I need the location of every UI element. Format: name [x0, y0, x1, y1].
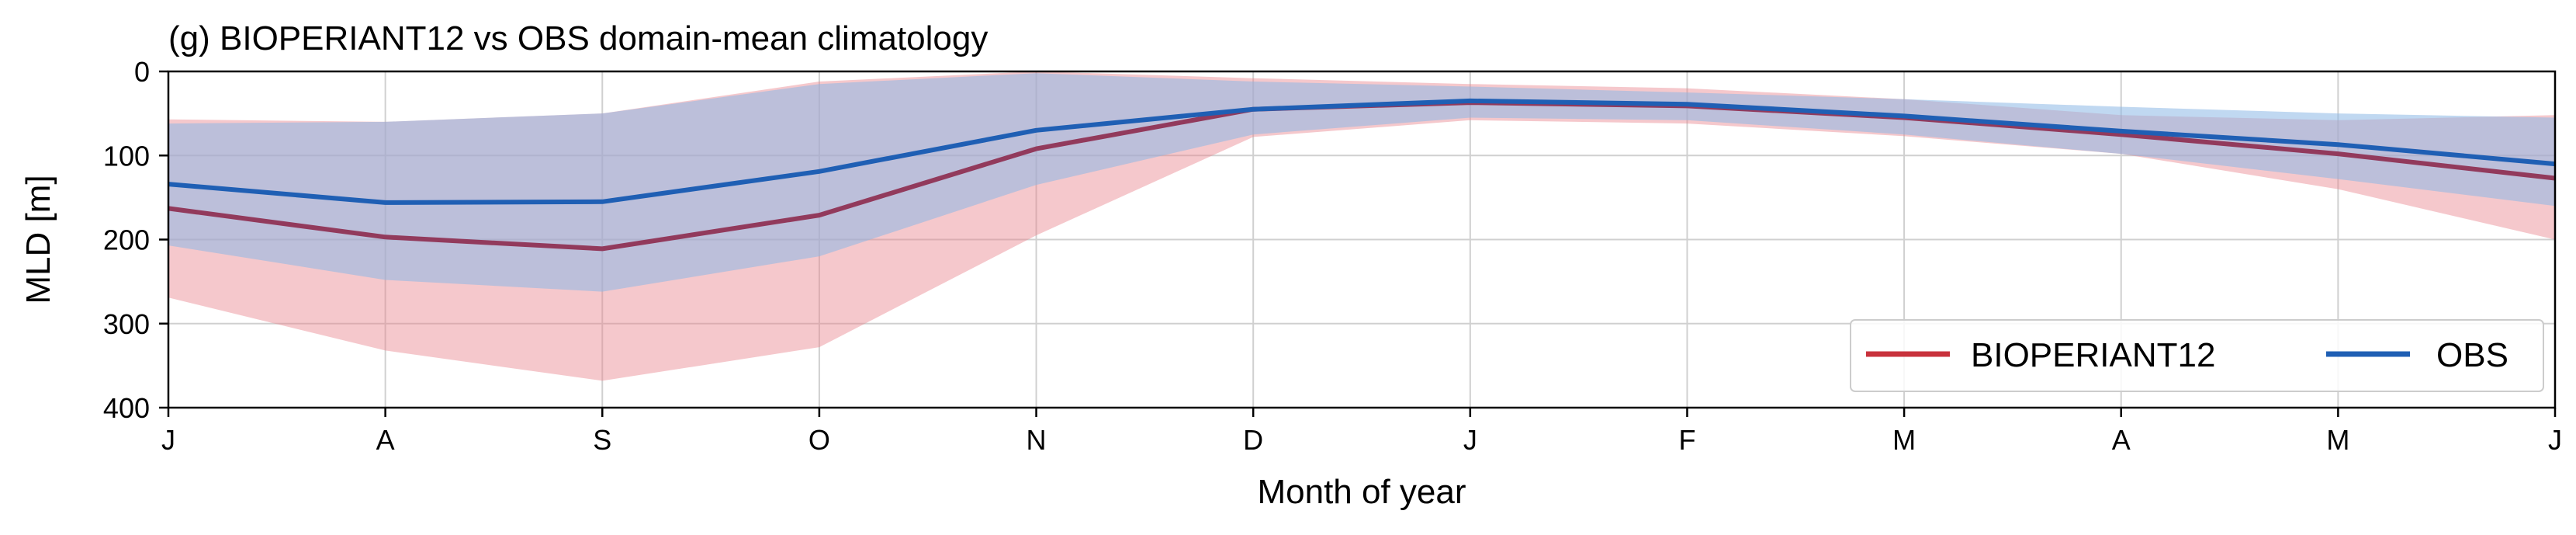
x-tick-label: A: [2112, 424, 2131, 456]
x-tick-label: D: [1243, 424, 1263, 456]
chart-title: (g) BIOPERIANT12 vs OBS domain-mean clim…: [168, 19, 988, 57]
x-tick-label: N: [1027, 424, 1047, 456]
band-obs: [168, 73, 2555, 292]
y-tick-label: 100: [103, 140, 150, 172]
x-tick-label: O: [808, 424, 830, 456]
x-tick-label: M: [1892, 424, 1916, 456]
y-tick-label: 300: [103, 308, 150, 340]
y-axis-ticks: 0 100 200 300 400: [103, 56, 168, 424]
x-tick-label: A: [376, 424, 395, 456]
series-lines: [168, 98, 2556, 252]
y-tick-label: 0: [134, 56, 150, 88]
legend: BIOPERIANT12 OBS: [1850, 319, 2544, 392]
x-tick-label: J: [1463, 424, 1477, 456]
legend-label-bioperiant12: BIOPERIANT12: [1971, 336, 2215, 374]
x-tick-label: M: [2326, 424, 2349, 456]
y-axis-label: MLD [m]: [19, 175, 57, 304]
series-line-obs: [168, 98, 2556, 205]
x-axis-label: Month of year: [1257, 473, 1466, 511]
y-tick-label: 400: [103, 392, 150, 424]
x-tick-label: F: [1678, 424, 1695, 456]
x-tick-label: J: [161, 424, 175, 456]
uncertainty-bands: [168, 71, 2555, 381]
legend-label-obs: OBS: [2436, 336, 2508, 374]
x-tick-label: J: [2548, 424, 2562, 456]
y-tick-label: 200: [103, 224, 150, 256]
x-tick-label: S: [593, 424, 611, 456]
legend-box: [1850, 319, 2544, 392]
